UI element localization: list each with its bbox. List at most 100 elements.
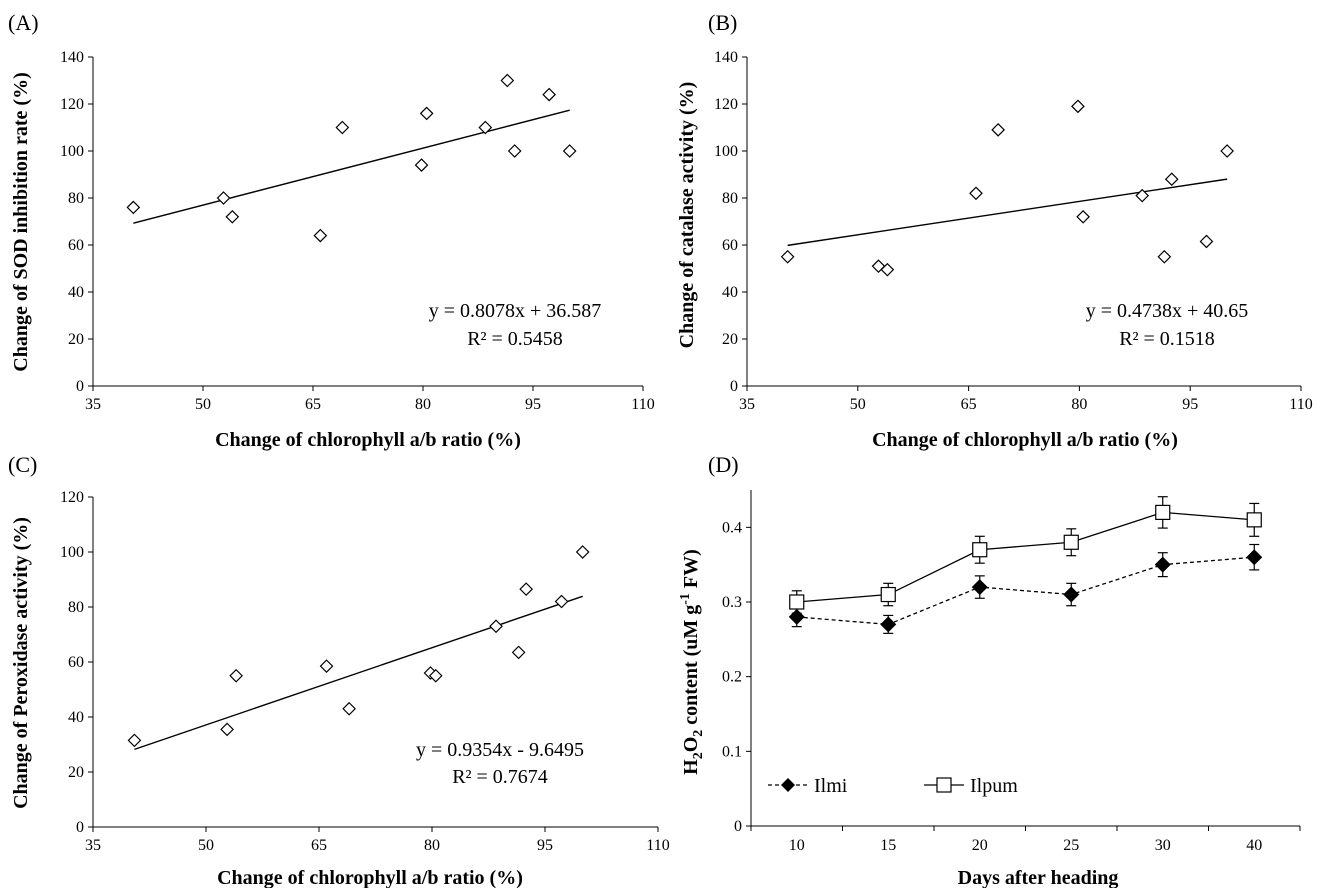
panel-d-y-tick-label: 0 <box>734 818 742 835</box>
panel-b-x-tick-label: 50 <box>850 396 866 413</box>
panel-c-y-tick-label: 40 <box>68 709 84 726</box>
panel-a-data-point <box>562 144 577 158</box>
panel-a-r2: R² = 0.5458 <box>467 328 563 350</box>
panel-c-label: (C) <box>8 452 37 477</box>
panel-d-point-ilpum <box>972 542 988 558</box>
panel-c-y-tick-label: 0 <box>76 819 84 836</box>
panel-b-data-point <box>1135 188 1150 203</box>
panel-b-data-point <box>991 123 1005 137</box>
panel-a-x-tick-label: 110 <box>631 396 654 413</box>
panel-a-y-tick-label: 40 <box>68 284 84 301</box>
panel-c-data-point <box>489 619 503 634</box>
panel-d-x-tick-label: 10 <box>789 837 805 854</box>
panel-b-data-point <box>1076 209 1090 224</box>
panel-c-data-point <box>519 582 534 596</box>
panel-d-y-tick-label: 0.4 <box>722 519 742 536</box>
panel-b-y-tick-label: 60 <box>722 237 738 254</box>
panel-b-plot: 0 20 40 60 80 100 120 140 35 50 65 80 95 110 <box>714 49 1313 413</box>
panel-a-y-tick-label: 80 <box>68 190 84 207</box>
panel-d: (D) 0 0.1 0.2 0.3 0.4 10 15 20 25 30 40 Days after… <box>678 452 1301 889</box>
panel-b-y-tick-label: 80 <box>722 190 738 207</box>
panel-b-data-point <box>1071 99 1085 114</box>
panel-d-point-ilmi <box>1154 556 1171 573</box>
panel-b-x-tick-label: 110 <box>1289 396 1312 413</box>
panel-d-series-ilpum-line <box>796 511 1255 603</box>
panel-c-y-tick-label: 60 <box>68 654 84 671</box>
panel-b-data-point <box>1157 249 1172 264</box>
panel-a-y-tick-label: 60 <box>68 237 84 254</box>
panel-d-point-ilmi <box>880 616 897 633</box>
panel-a-x-tick-label: 65 <box>305 396 321 413</box>
panel-a-data-point <box>419 106 434 121</box>
panel-c: (C) 0 20 40 60 80 100 120 35 50 65 80 95 110 Change … <box>8 452 670 889</box>
panel-b-x-tick-label: 65 <box>961 396 977 413</box>
panel-b-y-tick-label: 40 <box>722 284 738 301</box>
panel-d-point-ilmi <box>1063 586 1080 603</box>
panel-c-x-tick-label: 110 <box>646 837 669 854</box>
panel-a-x-tick-label: 35 <box>85 396 101 413</box>
panel-c-x-title: Change of chlorophyll a/b ratio (%) <box>217 867 523 888</box>
panel-b-y-tick-label: 100 <box>714 143 738 160</box>
panel-b-data-point <box>1164 172 1179 187</box>
panel-a-data-point <box>414 158 429 172</box>
panel-c-data-point <box>220 722 234 737</box>
panel-a-y-tick-label: 20 <box>68 331 84 348</box>
panel-c-y-tick-label: 80 <box>68 599 84 616</box>
legend-ilpum-label: Ilpum <box>970 775 1018 797</box>
panel-d-y-tick-label: 0.3 <box>722 594 742 611</box>
panel-b-equation: y = 0.4738x + 40.65 <box>1086 300 1249 322</box>
panel-a-plot: 0 20 40 60 80 100 120 140 35 50 65 80 95 110 <box>60 49 655 413</box>
panel-d-y-title-rest: content (uM g <box>680 605 702 730</box>
panel-a-data-point <box>500 73 515 88</box>
panel-c-plot: 0 20 40 60 80 100 120 35 50 65 80 95 110 <box>60 489 670 854</box>
panel-b-label: (B) <box>708 10 737 35</box>
panel-d-point-ilpum <box>789 594 805 610</box>
panel-a-data-point <box>126 200 141 215</box>
panel-c-data-point <box>554 594 569 609</box>
panel-d-y-title-sup: -1 <box>678 593 693 605</box>
panel-b-data-point <box>880 262 895 277</box>
panel-b-y-tick-label: 0 <box>730 378 738 395</box>
panel-c-y-tick-label: 100 <box>60 544 84 561</box>
panel-c-y-tick-label: 20 <box>68 764 84 781</box>
panel-d-series-ilmi-line <box>796 556 1255 626</box>
legend: Ilmi Ilpum <box>768 775 1018 797</box>
panel-b-y-tick-label: 140 <box>714 49 738 66</box>
panel-a-trendline <box>133 109 570 224</box>
panel-c-x-tick-label: 50 <box>198 837 214 854</box>
panel-d-y-title-o: O <box>680 737 702 753</box>
panel-c-data-point <box>575 545 590 559</box>
panel-d-y-title-end: FW) <box>680 549 702 593</box>
panel-b-data-point <box>780 249 795 264</box>
panel-a-data-point <box>478 120 493 135</box>
panel-d-point-ilpum <box>1155 504 1171 520</box>
panel-b: (B) 0 20 40 60 80 100 120 140 35 50 65 80 95 110 Chan… <box>676 10 1313 451</box>
panel-b-trendline <box>787 178 1228 247</box>
panel-d-point-ilpum <box>1063 534 1079 550</box>
panel-d-y-title-sub2: 2 <box>691 730 706 737</box>
panel-c-data-point <box>127 733 142 748</box>
panel-b-x-tick-label: 35 <box>739 396 755 413</box>
panel-d-x-tick-label: 15 <box>880 837 896 854</box>
legend-ilmi-label: Ilmi <box>814 775 848 797</box>
panel-a-data-point <box>335 120 350 135</box>
panel-d-x-tick-label: 20 <box>972 837 988 854</box>
panel-a-y-title: Change of SOD inhibition rate (%) <box>10 72 32 371</box>
panel-a-data-point <box>542 87 556 102</box>
panel-c-trendline <box>134 595 583 751</box>
panel-d-y-title: H2O2 content (uM g-1 FW) <box>678 549 706 775</box>
panel-c-data-point <box>342 701 356 716</box>
panel-b-r2: R² = 0.1518 <box>1119 328 1215 350</box>
panel-c-equation: y = 0.9354x - 9.6495 <box>416 739 584 761</box>
panel-d-y-tick-label: 0.2 <box>722 669 742 686</box>
panel-c-data-point <box>511 645 526 660</box>
panel-c-x-tick-label: 65 <box>311 837 327 854</box>
panel-b-data-point <box>871 259 886 273</box>
legend-ilpum-marker <box>936 777 952 793</box>
panel-a-y-tick-label: 0 <box>76 378 84 395</box>
panel-c-x-tick-label: 35 <box>85 837 101 854</box>
panel-a-equation: y = 0.8078x + 36.587 <box>429 300 602 322</box>
panel-c-data-point <box>428 668 443 683</box>
panel-c-y-title: Change of Peroxidase activity (%) <box>10 517 32 809</box>
